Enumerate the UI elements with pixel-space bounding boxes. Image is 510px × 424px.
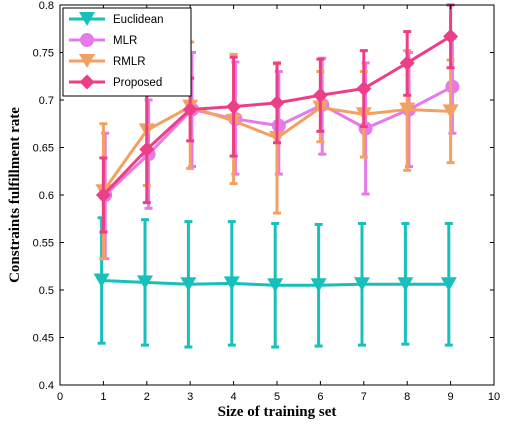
data-point (399, 55, 415, 71)
data-point (182, 102, 198, 117)
data-point (443, 28, 459, 44)
legend-marker (80, 33, 94, 47)
series-proposed (95, 3, 459, 234)
legend-label: Euclidean (113, 14, 164, 26)
data-point (312, 87, 328, 103)
x-tick-label: 6 (317, 391, 323, 403)
data-point (442, 104, 459, 119)
data-point (139, 141, 155, 157)
data-point (310, 278, 327, 293)
x-axis-title: Size of training set (218, 404, 337, 420)
x-tick-label: 1 (100, 391, 106, 403)
legend-item: RMLR (69, 54, 146, 68)
data-point (397, 277, 414, 292)
data-point (269, 95, 285, 111)
y-tick-label: 0.8 (39, 0, 54, 12)
data-point (399, 102, 416, 117)
x-tick-label: 4 (231, 391, 237, 403)
ticks-layer: 0 1 2 3 4 5 6 7 8 9 10 0.4 0.45 0.5 0.55 0.6 0.65 0.7 0.75… (33, 0, 501, 403)
legend-item: Euclidean (69, 12, 164, 26)
data-point (223, 276, 240, 291)
x-tick-label: 5 (274, 391, 280, 403)
legend-label: RMLR (113, 56, 146, 68)
data-point (358, 121, 373, 136)
y-tick-label: 0.4 (39, 380, 54, 392)
x-tick-label: 2 (144, 391, 150, 403)
data-point (440, 277, 457, 292)
data-point (95, 187, 111, 203)
data-point (354, 277, 370, 292)
data-point (271, 118, 286, 133)
x-tick-label: 8 (404, 391, 410, 403)
y-tick-label: 0.45 (33, 333, 54, 345)
series-layer (93, 3, 460, 349)
y-tick-label: 0.55 (33, 238, 54, 250)
data-point (226, 99, 242, 115)
data-point (180, 277, 197, 292)
legend-marker (79, 12, 95, 26)
data-point (137, 275, 153, 290)
y-tick-label: 0.6 (39, 190, 54, 202)
x-tick-label: 3 (187, 391, 193, 403)
legend-marker (79, 54, 95, 68)
legend-item: MLR (69, 33, 137, 47)
data-point (93, 273, 110, 288)
x-tick-label: 0 (57, 391, 63, 403)
x-tick-label: 7 (361, 391, 367, 403)
y-tick-label: 0.7 (39, 95, 54, 107)
data-point (267, 278, 284, 293)
y-tick-label: 0.75 (33, 48, 54, 60)
legend: Euclidean MLR RMLR Proposed (62, 7, 192, 97)
legend-item: Proposed (69, 74, 162, 90)
x-tick-label: 10 (488, 391, 500, 403)
data-point (356, 81, 372, 97)
y-tick-label: 0.5 (39, 285, 54, 297)
x-tick-label: 9 (448, 391, 454, 403)
y-tick-label: 0.65 (33, 143, 54, 155)
data-point (445, 79, 460, 94)
series-euclidean (93, 216, 457, 349)
legend-label: Proposed (113, 77, 162, 89)
y-axis-title: Constraints fulfillment rate (7, 107, 23, 283)
legend-marker (79, 74, 95, 90)
legend-label: MLR (113, 35, 137, 47)
